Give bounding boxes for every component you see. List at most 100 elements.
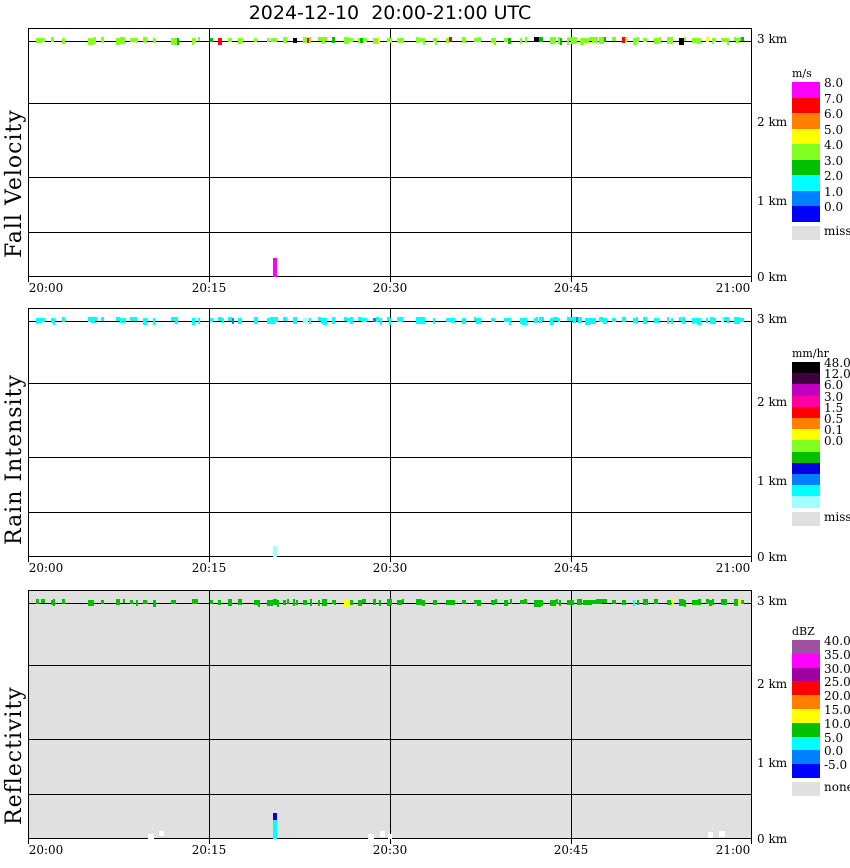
- background-speckle: [380, 831, 385, 837]
- data-cell: [62, 38, 65, 44]
- panel-label-fall-velocity: Fall Velocity: [2, 109, 27, 258]
- data-cell: [534, 318, 536, 323]
- xtick-label: 21:00: [715, 843, 751, 857]
- ytick-label: 1 km: [757, 756, 788, 770]
- colorbar-tick-label: 1.5: [824, 400, 844, 415]
- data-cell: [721, 599, 727, 605]
- data-cell: [53, 599, 55, 606]
- data-cell: [332, 317, 335, 324]
- gridline: [571, 309, 572, 556]
- data-cell: [350, 317, 353, 324]
- data-cell: [449, 37, 452, 42]
- gridline: [390, 29, 391, 276]
- data-cell: [560, 38, 562, 45]
- data-cell: [422, 317, 425, 324]
- data-cell: [273, 599, 277, 605]
- data-cell: [332, 37, 335, 43]
- data-cell: [303, 37, 307, 43]
- data-cell: [321, 318, 323, 324]
- data-cell: [267, 318, 270, 324]
- data-cell: [534, 37, 539, 42]
- low-altitude-feature: [273, 819, 277, 839]
- data-cell: [478, 37, 481, 42]
- data-cell: [721, 317, 724, 323]
- data-cell: [542, 317, 544, 321]
- data-cell: [494, 38, 496, 45]
- data-cell: [293, 38, 297, 43]
- data-cell: [539, 37, 543, 42]
- colorbar-rain-intensity: mm/hr 48.0 12.0 6.0 3.0 1.5 0.5 0.1 0.0 miss: [784, 347, 850, 526]
- data-cell: [697, 318, 701, 325]
- data-layer-rain-intensity: [29, 309, 751, 557]
- data-cell: [679, 599, 684, 606]
- data-cell: [390, 38, 392, 43]
- data-cell: [416, 37, 419, 43]
- background-speckle: [368, 834, 374, 841]
- colorbar-swatch: [792, 709, 820, 723]
- colorbar-tick-label: 0.0: [824, 200, 844, 214]
- data-cell: [536, 600, 541, 607]
- data-cell: [218, 600, 221, 605]
- xtick-mark: [209, 839, 210, 844]
- xtick-label: 20:30: [372, 843, 408, 857]
- data-cell: [51, 37, 54, 42]
- colorbar-tick-label: 40.0: [824, 634, 850, 648]
- data-cell: [433, 38, 435, 42]
- data-cell: [42, 318, 45, 322]
- data-cell: [423, 38, 425, 45]
- data-cell: [136, 600, 138, 606]
- data-cell: [694, 318, 697, 323]
- data-cell: [504, 38, 508, 42]
- colorbar-swatch: [792, 429, 820, 441]
- data-cell: [446, 38, 449, 43]
- low-altitude-feature: [273, 546, 277, 557]
- xtick-label: 20:00: [28, 561, 64, 575]
- data-cell: [510, 599, 512, 604]
- data-cell: [692, 600, 698, 605]
- data-cell: [416, 599, 422, 605]
- data-cell: [558, 318, 560, 322]
- data-cell: [254, 317, 258, 324]
- data-cell: [116, 38, 120, 45]
- data-cell: [344, 37, 349, 44]
- data-cell: [143, 318, 147, 325]
- low-altitude-feature-cap: [273, 813, 277, 820]
- xtick-mark: [28, 557, 29, 562]
- page-title: 2024-12-10 20:00-21:00 UTC: [248, 2, 532, 24]
- data-cell: [643, 599, 646, 605]
- data-cell: [667, 37, 673, 44]
- data-cell: [550, 318, 553, 325]
- colorbar-swatch: [792, 736, 820, 751]
- data-cell: [556, 599, 558, 604]
- data-cell: [397, 317, 403, 322]
- data-cell: [318, 600, 320, 606]
- data-cell: [283, 317, 287, 321]
- data-cell: [88, 600, 94, 606]
- colorbar-tick-label: 30.0: [824, 661, 850, 676]
- data-cell: [210, 38, 213, 42]
- colorbar-swatch: [792, 764, 820, 778]
- data-cell: [541, 600, 543, 606]
- data-cell: [592, 37, 598, 43]
- colorbar-tick-label: 6.0: [824, 378, 844, 393]
- data-cell: [325, 37, 327, 41]
- gridline: [209, 29, 210, 276]
- data-cell: [738, 600, 741, 604]
- data-cell: [376, 317, 379, 322]
- data-cell: [550, 37, 556, 44]
- data-cell: [379, 600, 381, 606]
- data-cell: [592, 600, 596, 604]
- data-cell: [435, 38, 437, 45]
- data-cell: [390, 599, 392, 605]
- colorbar-tick-label: 6.0: [824, 107, 844, 121]
- data-cell: [101, 317, 104, 321]
- data-cell: [714, 318, 716, 324]
- data-cell: [120, 37, 125, 44]
- xtick-label: 20:15: [191, 281, 227, 295]
- data-cell: [604, 37, 606, 42]
- data-cell: [590, 318, 596, 324]
- data-cell: [671, 318, 673, 324]
- data-cell: [550, 600, 556, 606]
- data-cell: [536, 317, 538, 323]
- xtick-label: 20:15: [191, 843, 227, 857]
